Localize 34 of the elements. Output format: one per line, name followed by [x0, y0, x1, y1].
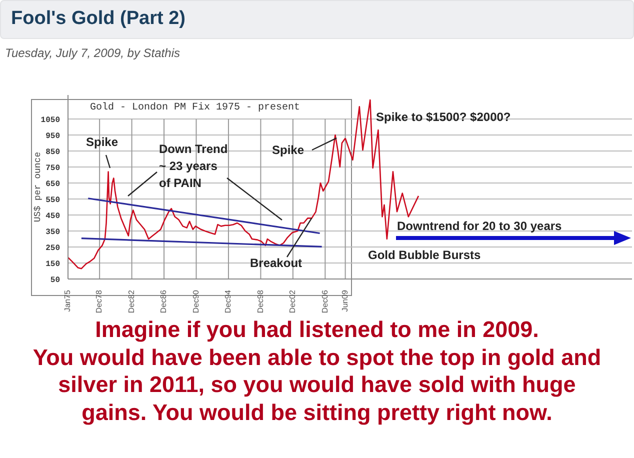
- x-tick-label: Dec02: [288, 289, 298, 314]
- y-tick-label: 650: [46, 180, 60, 189]
- chart-title: Fool's Gold (Part 2): [11, 8, 186, 30]
- annotation: Spike to $1500? $2000?: [376, 110, 511, 124]
- x-tick-label: Dec90: [191, 289, 200, 314]
- x-tick-label: Dec94: [224, 289, 233, 314]
- annotation: Gold Bubble Bursts: [368, 248, 481, 262]
- x-tick-label: Dec78: [94, 289, 104, 314]
- y-tick-label: 350: [46, 228, 60, 237]
- y-tick-label: 950: [46, 132, 60, 141]
- x-tick-label: Dec98: [256, 289, 265, 314]
- annotation: Gold - London PM Fix 1975 - present: [90, 102, 300, 114]
- text: You would have been able to spot the top in gold and silver in 2011, so you would have sold with huge gains. You would be sitting pretty right now.: [32, 344, 602, 426]
- chart-subtitle: Tuesday, July 7, 2009, by Stathis: [5, 46, 180, 60]
- x-tick-label: Jun09: [340, 289, 350, 312]
- y-tick-label: 450: [46, 212, 60, 221]
- x-tick-label: Dec06: [320, 289, 330, 314]
- y-tick-label: 550: [46, 196, 60, 205]
- text: Imagine if you had listened to me in 2009.: [94, 316, 540, 344]
- y-axis-title: US$ per ounce: [33, 152, 43, 222]
- x-tick-label: Dec86: [159, 289, 168, 314]
- x-tick-label: Dec82: [126, 289, 136, 314]
- annotation: Downtrend for 20 to 30 years: [397, 219, 562, 234]
- y-tick-label: 50: [50, 276, 60, 285]
- annotation: Spike: [272, 143, 304, 158]
- annotation: Down Trend ~ 23 years of PAIN: [159, 142, 228, 190]
- x-tick-label: Jan75: [63, 289, 72, 312]
- y-tick-label: 250: [46, 244, 60, 253]
- y-tick-label: 850: [46, 148, 60, 157]
- y-tick-label: 750: [46, 164, 60, 173]
- y-tick-label: 150: [46, 260, 60, 269]
- y-tick-label: 1050: [40, 116, 60, 125]
- annotation: Breakout: [250, 256, 302, 270]
- annotation: Spike: [86, 135, 118, 150]
